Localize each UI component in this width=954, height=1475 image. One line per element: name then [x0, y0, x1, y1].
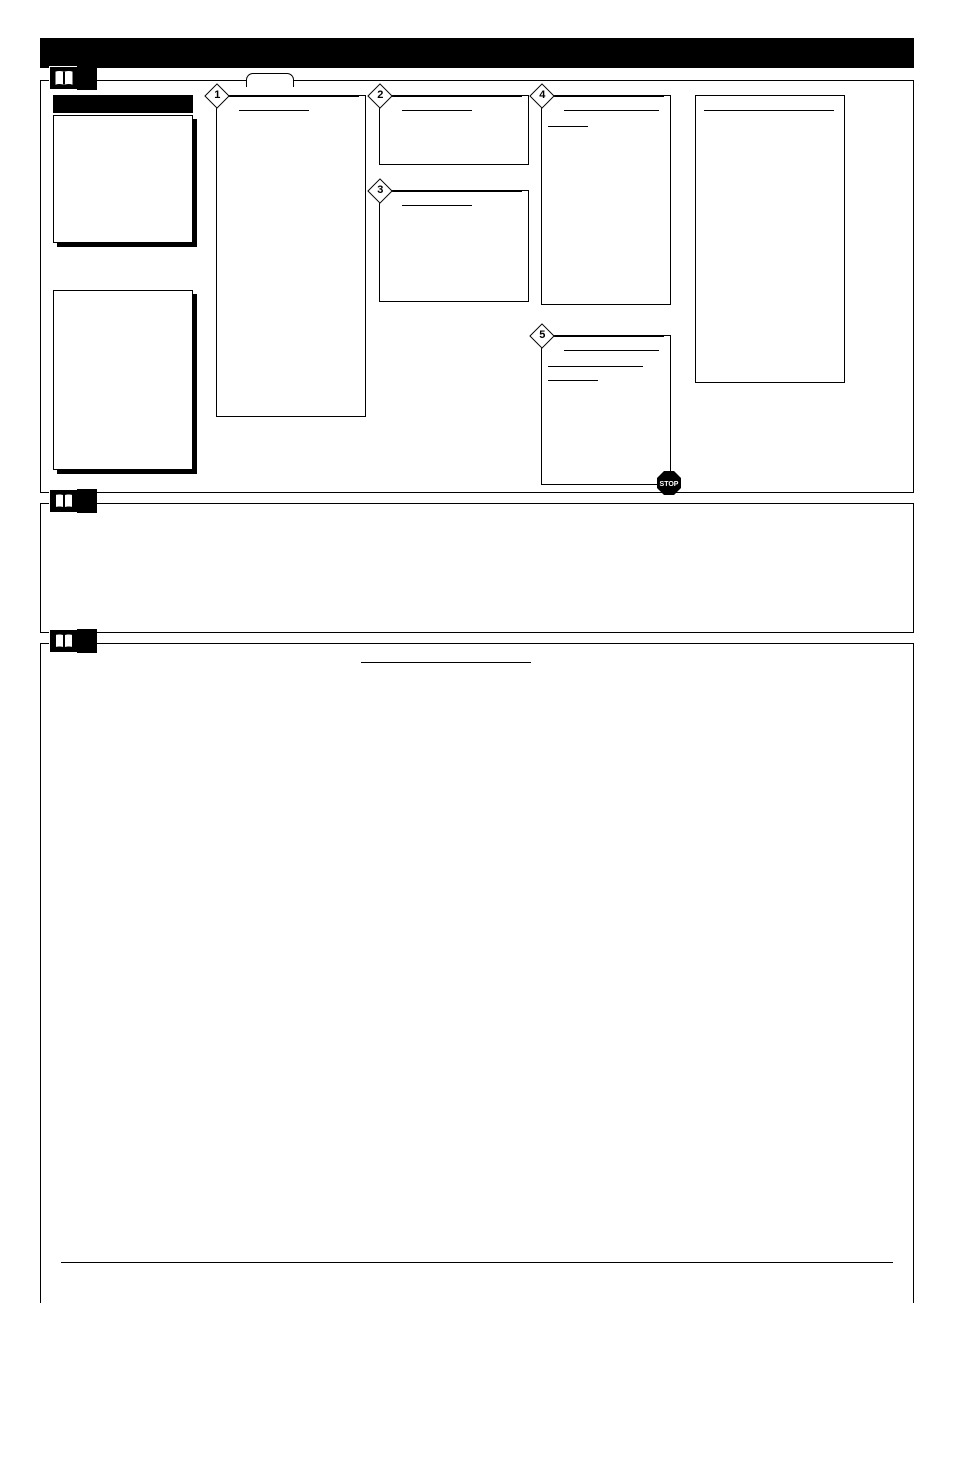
step-box-5: 5 STOP [541, 335, 671, 485]
black-header [53, 95, 193, 113]
shadow-box-1 [53, 115, 193, 243]
section-tab-3 [49, 629, 97, 653]
header-bar [40, 38, 914, 68]
step-number-2: 2 [367, 83, 392, 108]
section-3-divider [61, 1262, 893, 1263]
book-icon [49, 629, 77, 653]
section-2 [40, 503, 914, 633]
step-number-4: 4 [529, 83, 554, 108]
shadow-box-2 [53, 290, 193, 470]
step-box-3: 3 [379, 190, 529, 302]
section-tab-2 [49, 489, 97, 513]
book-icon [49, 489, 77, 513]
stop-icon: STOP [656, 470, 682, 496]
step-box-2: 2 [379, 95, 529, 165]
svg-text:STOP: STOP [660, 481, 679, 488]
step-number-5: 5 [529, 323, 554, 348]
section-1: 1 2 3 4 5 STOP [40, 80, 914, 493]
step-number-1: 1 [204, 83, 229, 108]
side-box [695, 95, 845, 383]
step-number-3: 3 [367, 178, 392, 203]
page-tab [246, 73, 294, 87]
step-box-1: 1 [216, 95, 366, 417]
section-tab-1 [49, 66, 97, 90]
section-3 [40, 643, 914, 1303]
book-icon [49, 66, 77, 90]
section-3-underline [361, 662, 531, 663]
step-box-4: 4 [541, 95, 671, 305]
